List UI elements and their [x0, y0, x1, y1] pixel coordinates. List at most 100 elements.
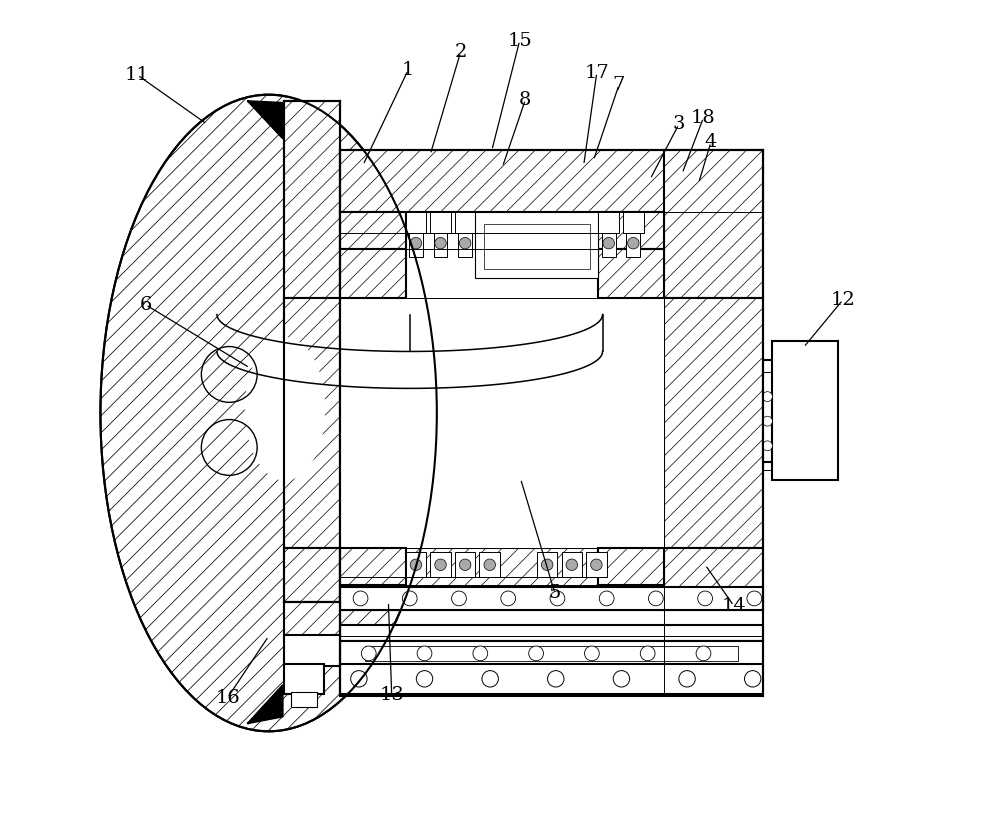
Bar	[340, 624, 763, 641]
Bar	[340, 641, 763, 666]
Text: 8: 8	[519, 91, 532, 108]
Bar	[340, 212, 664, 548]
Circle shape	[410, 559, 422, 571]
Circle shape	[410, 237, 422, 249]
Circle shape	[435, 559, 446, 571]
Bar	[475, 212, 598, 278]
Polygon shape	[340, 212, 406, 249]
Polygon shape	[284, 298, 340, 548]
Text: 2: 2	[454, 43, 467, 61]
Polygon shape	[664, 298, 763, 548]
Text: 17: 17	[584, 64, 609, 82]
Polygon shape	[340, 548, 664, 610]
Polygon shape	[598, 548, 664, 586]
Bar	[291, 692, 317, 707]
Bar	[598, 212, 619, 232]
Circle shape	[416, 671, 433, 687]
Circle shape	[501, 591, 516, 605]
Text: 1: 1	[402, 61, 414, 79]
Circle shape	[649, 591, 663, 605]
Circle shape	[585, 646, 599, 661]
Bar	[430, 212, 451, 232]
Circle shape	[402, 591, 417, 605]
Bar	[479, 553, 500, 577]
Bar	[763, 359, 775, 463]
Bar	[772, 341, 838, 480]
Circle shape	[566, 559, 578, 571]
Text: 4: 4	[705, 133, 717, 151]
Text: 16: 16	[215, 689, 240, 707]
Polygon shape	[598, 249, 664, 298]
Text: 14: 14	[721, 597, 746, 615]
Circle shape	[679, 671, 695, 687]
Circle shape	[541, 559, 553, 571]
Circle shape	[763, 416, 772, 426]
Circle shape	[698, 591, 712, 605]
Polygon shape	[248, 102, 283, 138]
Polygon shape	[410, 315, 603, 352]
Bar	[455, 212, 475, 232]
Polygon shape	[340, 249, 406, 298]
Polygon shape	[284, 548, 340, 601]
Polygon shape	[340, 548, 406, 586]
Bar	[537, 553, 557, 577]
Circle shape	[744, 671, 761, 687]
Bar	[406, 553, 426, 577]
Circle shape	[548, 671, 564, 687]
Bar	[284, 634, 340, 666]
Circle shape	[484, 559, 495, 571]
Polygon shape	[284, 102, 340, 298]
Circle shape	[452, 591, 466, 605]
Circle shape	[361, 646, 376, 661]
Circle shape	[550, 591, 565, 605]
Bar	[484, 225, 590, 269]
Bar	[626, 232, 640, 257]
Bar	[406, 212, 426, 232]
Text: 5: 5	[549, 585, 561, 602]
Polygon shape	[248, 686, 283, 723]
Text: 11: 11	[125, 66, 150, 84]
Circle shape	[417, 646, 432, 661]
Text: 13: 13	[379, 686, 404, 705]
Bar	[434, 232, 447, 257]
Circle shape	[640, 646, 655, 661]
Text: 6: 6	[139, 296, 152, 314]
Circle shape	[696, 646, 711, 661]
Text: 18: 18	[691, 109, 716, 126]
Text: 12: 12	[831, 291, 855, 309]
Bar	[409, 232, 423, 257]
Text: 3: 3	[673, 115, 685, 133]
Bar	[284, 664, 324, 694]
Text: 15: 15	[507, 31, 532, 50]
Polygon shape	[664, 548, 763, 610]
Circle shape	[435, 237, 446, 249]
Bar	[365, 646, 738, 661]
Circle shape	[603, 237, 614, 249]
Circle shape	[763, 441, 772, 451]
Circle shape	[351, 671, 367, 687]
Bar	[562, 553, 582, 577]
Ellipse shape	[100, 95, 437, 731]
Circle shape	[591, 559, 602, 571]
Polygon shape	[340, 150, 763, 212]
Circle shape	[613, 671, 630, 687]
Bar	[623, 212, 644, 232]
Bar	[458, 232, 472, 257]
Circle shape	[747, 591, 762, 605]
Circle shape	[482, 671, 498, 687]
Polygon shape	[284, 601, 340, 636]
Circle shape	[763, 392, 772, 401]
Bar	[340, 587, 763, 610]
Ellipse shape	[245, 337, 325, 481]
Circle shape	[473, 646, 488, 661]
Circle shape	[459, 559, 471, 571]
Circle shape	[529, 646, 543, 661]
Bar	[602, 232, 616, 257]
Circle shape	[599, 591, 614, 605]
Circle shape	[353, 591, 368, 605]
Bar	[430, 553, 451, 577]
Text: 7: 7	[613, 76, 625, 94]
Bar	[455, 553, 475, 577]
Polygon shape	[664, 150, 763, 298]
Circle shape	[628, 237, 639, 249]
